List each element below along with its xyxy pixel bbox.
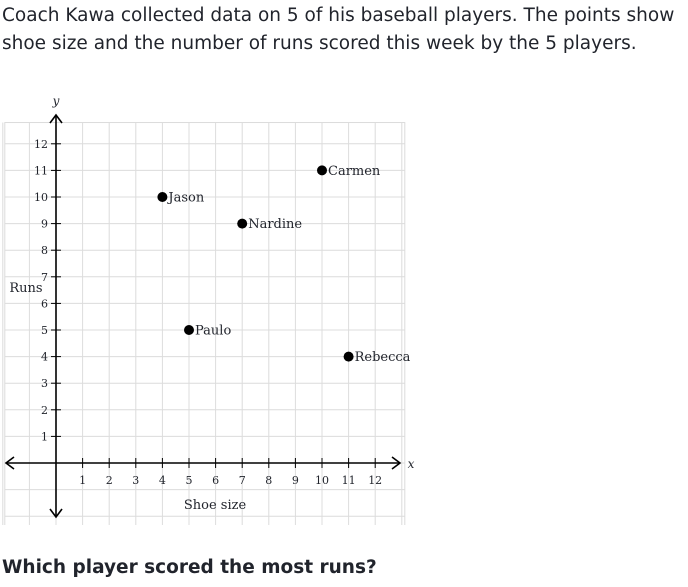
y-tick-label: 11 — [34, 164, 48, 177]
x-tick-label: 5 — [186, 474, 193, 487]
x-tick-label: 8 — [265, 474, 272, 487]
point-label: Paulo — [195, 324, 231, 339]
y-tick-label: 10 — [34, 191, 48, 204]
data-point — [184, 325, 194, 335]
x-tick-label: 11 — [342, 474, 356, 487]
x-tick-label: 12 — [368, 474, 382, 487]
question-text: Coach Kawa collected data on 5 of his ba… — [2, 5, 675, 54]
y-tick-label: 9 — [41, 218, 48, 231]
y-tick-label: 4 — [41, 351, 48, 364]
y-tick-label: 12 — [34, 138, 48, 151]
y-axis-arrow-down — [49, 508, 63, 519]
y-tick-label: 3 — [41, 377, 48, 390]
y-tick-label: 7 — [41, 271, 48, 284]
y-tick-label: 5 — [41, 324, 48, 337]
x-tick-label: 3 — [132, 474, 139, 487]
x-axis-letter: x — [408, 457, 415, 471]
point-label: Jason — [166, 191, 204, 206]
x-axis-arrow-right — [391, 456, 402, 470]
x-tick-label: 10 — [315, 474, 329, 487]
grid — [2, 122, 406, 525]
x-axis-title: Shoe size — [184, 498, 247, 513]
y-tick-label: 8 — [41, 244, 48, 257]
data-point — [237, 218, 248, 229]
prompt-text: Which player scored the most runs? — [2, 557, 377, 578]
x-tick-label: 1 — [79, 474, 86, 487]
x-tick-label: 2 — [106, 474, 113, 487]
x-tick-label: 7 — [239, 474, 246, 487]
grid-border — [4, 122, 406, 525]
y-tick-label: 1 — [41, 430, 48, 443]
data-point — [317, 165, 327, 176]
axes — [4, 113, 402, 519]
x-axis-arrow-left — [4, 456, 15, 470]
x-tick-label: 4 — [159, 474, 166, 487]
y-axis-title: Runs — [9, 281, 42, 296]
data-point — [157, 192, 168, 202]
point-label: Nardine — [248, 217, 302, 232]
points: Carmen Jason Nardine Paulo Rebecca — [157, 164, 411, 365]
y-tick-label: 2 — [41, 404, 48, 417]
y-axis-arrow-up — [49, 113, 63, 124]
y-axis-letter: y — [52, 94, 60, 108]
point-label: Rebecca — [355, 350, 411, 365]
point-label: Carmen — [328, 164, 381, 179]
y-tick-label: 6 — [41, 297, 48, 310]
x-tick-label: 6 — [212, 474, 219, 487]
data-point — [343, 351, 354, 362]
x-tick-label: 9 — [292, 474, 299, 487]
